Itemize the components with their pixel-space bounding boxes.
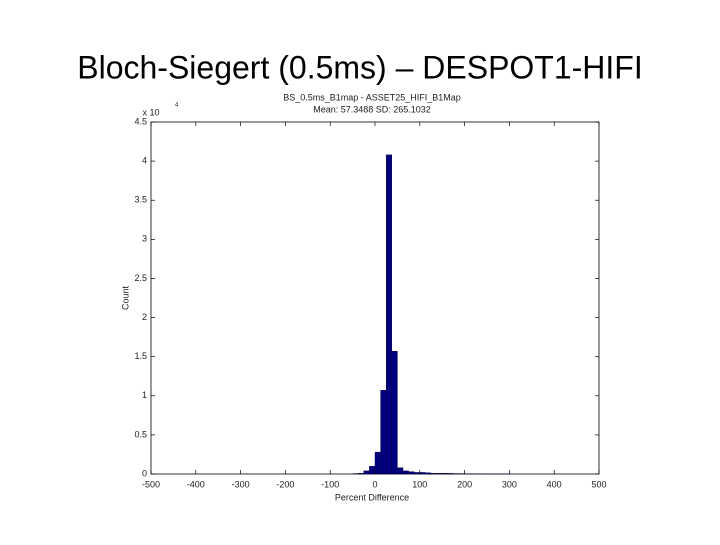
chart-title: BS_0.5ms_B1map - ASSET25_HIFI_B1Map (283, 92, 461, 102)
x-tick-label: -500 (142, 479, 160, 489)
bar (392, 351, 398, 474)
y-tick-label: 4 (142, 155, 147, 165)
y-tick-label: 2.5 (134, 273, 147, 283)
y-tick-label: 4.5 (134, 116, 147, 126)
x-tick-label: 400 (547, 479, 562, 489)
bar (364, 471, 370, 474)
bar (425, 473, 431, 474)
y-tick-label: 3.5 (134, 195, 147, 205)
bar (414, 472, 420, 474)
y-tick-label: 0 (142, 468, 147, 478)
x-tick-label: 500 (591, 479, 606, 489)
bar (358, 473, 364, 474)
plot-frame (151, 122, 599, 474)
y-tick-label: 2 (142, 312, 147, 322)
x-tick-label: -300 (232, 479, 250, 489)
x-tick-label: 100 (412, 479, 427, 489)
bar (369, 466, 375, 474)
bar (448, 473, 454, 474)
bar (431, 473, 437, 474)
y-tick-label: 3 (142, 234, 147, 244)
y-tick-label: 0.5 (134, 429, 147, 439)
x-tick-label: -400 (187, 479, 205, 489)
y-tick-label: 1 (142, 390, 147, 400)
bar (403, 471, 409, 474)
x-tick-label: 300 (502, 479, 517, 489)
x-tick-label: -200 (276, 479, 294, 489)
bar (375, 452, 381, 474)
y-tick-label: 1.5 (134, 351, 147, 361)
x-tick-label: -100 (321, 479, 339, 489)
bar (397, 468, 403, 474)
bar (386, 155, 392, 474)
slide-title: Bloch-Siegert (0.5ms) – DESPOT1-HIFI (77, 49, 642, 85)
bar (437, 473, 443, 474)
bar (420, 472, 426, 474)
bar (381, 390, 387, 474)
x-tick-label: 200 (457, 479, 472, 489)
bar (442, 473, 448, 474)
x-axis-label: Percent Difference (335, 492, 409, 502)
bar (409, 472, 415, 474)
chart-subtitle: Mean: 57.3488 SD: 265.1032 (313, 104, 431, 114)
x-tick-label: 0 (372, 479, 377, 489)
y-axis-label: Count (120, 286, 130, 311)
